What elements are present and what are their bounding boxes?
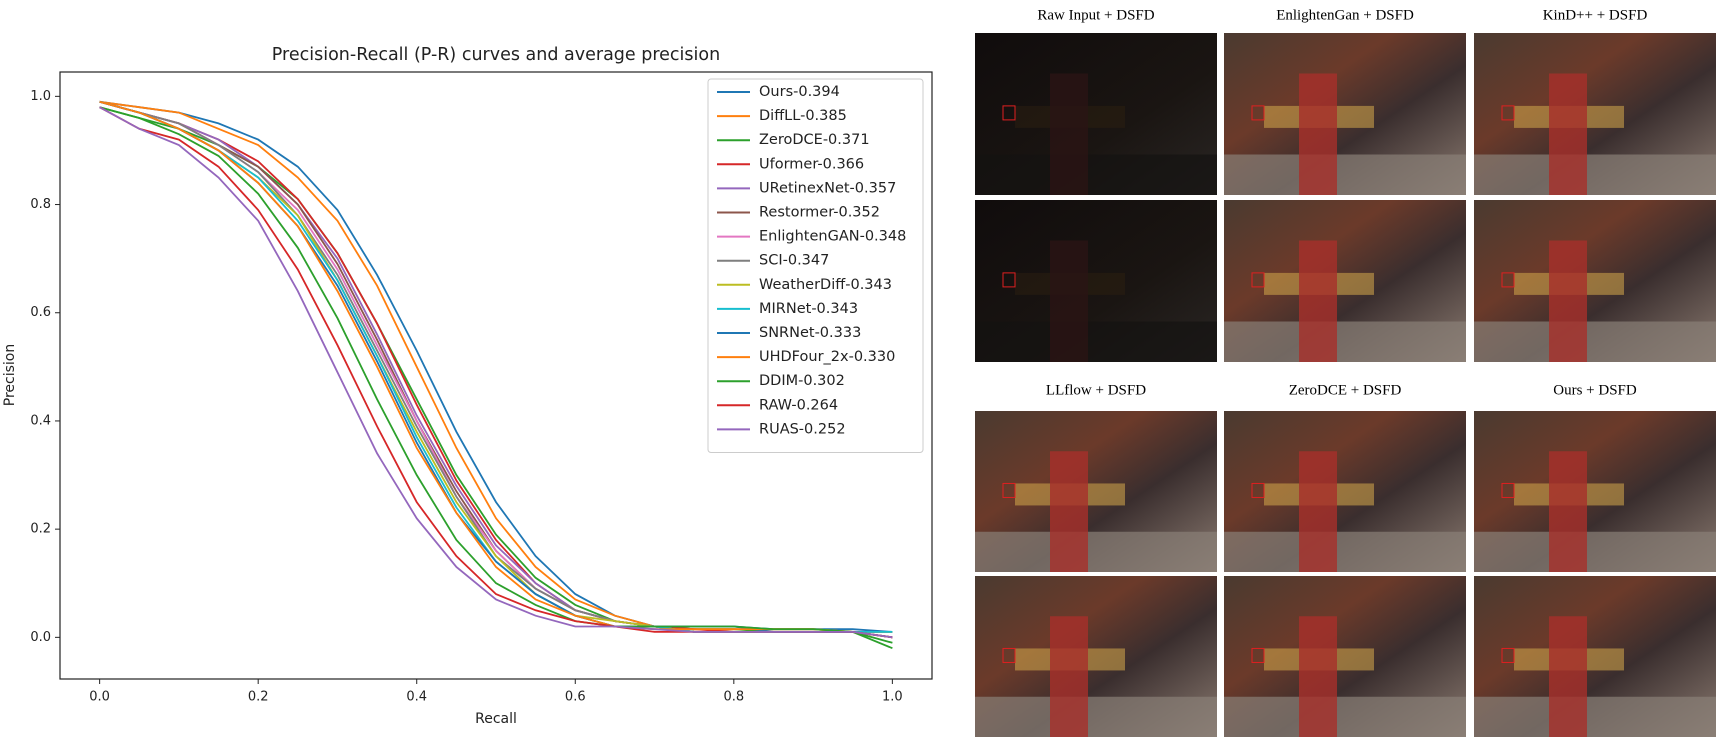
detection-box [1251,482,1265,498]
legend-label: DiffLL-0.385 [759,108,847,124]
x-tick-label: 0.0 [89,690,110,705]
x-tick-label: 0.8 [723,690,744,705]
photo-street [1474,154,1716,195]
photo-street [975,154,1217,195]
photo-street [975,531,1217,572]
photo-street [1224,696,1466,737]
legend-label: ZeroDCE-0.371 [759,132,870,148]
photo-street [1474,321,1716,362]
panel-title: EnlightenGan + DSFD [1276,7,1414,23]
legend-label: RAW-0.264 [759,397,838,413]
photo-street [1474,531,1716,572]
y-tick-label: 0.6 [30,305,51,320]
detection-box [1251,647,1265,663]
y-axis-label: Precision [2,344,18,406]
detection-box [1501,272,1515,288]
legend-label: SCI-0.347 [759,253,829,269]
legend-label: MIRNet-0.343 [759,301,858,317]
x-tick-label: 0.2 [248,690,269,705]
legend-label: EnlightenGAN-0.348 [759,229,906,245]
detection-box [1002,482,1016,498]
detection-box [1501,647,1515,663]
plot-frame [59,71,933,680]
photo-figure [1299,616,1337,737]
detection-box [1501,482,1515,498]
photo-figure [1549,240,1587,362]
x-axis-label: Recall [475,711,517,727]
photo-figure [1050,73,1088,195]
photo-figure [1549,73,1587,195]
photo-figure [1299,451,1337,572]
panel-title: LLflow + DSFD [1046,382,1146,398]
legend-box [707,78,924,453]
panel-title: ZeroDCE + DSFD [1289,382,1402,398]
detection-box [1002,105,1016,121]
photo-figure [1299,73,1337,195]
y-tick-label: 0.4 [30,413,51,428]
panel-title: KinD++ + DSFD [1543,7,1648,23]
legend-label: DDIM-0.302 [759,373,845,389]
detection-box [1251,272,1265,288]
x-tick-label: 1.0 [882,690,903,705]
detection-box [1002,272,1016,288]
legend-label: UHDFour_2x-0.330 [759,349,895,365]
y-tick-label: 1.0 [30,89,51,104]
legend-label: URetinexNet-0.357 [759,180,896,196]
detection-box [1501,105,1515,121]
photo-street [1474,696,1716,737]
photo-street [975,321,1217,362]
series-line [99,106,893,639]
photo-figure [1050,616,1088,737]
photo-street [975,696,1217,737]
photo-figure [1549,616,1587,737]
y-tick-label: 0.2 [30,522,51,537]
legend-label: Ours-0.394 [759,84,840,100]
legend-label: Restormer-0.352 [759,205,880,221]
x-tick-label: 0.6 [565,690,586,705]
photo-figure [1050,240,1088,362]
photo-figure [1050,451,1088,572]
photo-figure [1299,240,1337,362]
panel-title: Raw Input + DSFD [1037,7,1154,23]
y-tick-label: 0.8 [30,197,51,212]
photo-street [1224,321,1466,362]
detection-box [1251,105,1265,121]
photo-street [1224,154,1466,195]
legend-label: SNRNet-0.333 [759,325,861,341]
legend-label: WeatherDiff-0.343 [759,277,892,293]
chart-title: Precision-Recall (P-R) curves and averag… [272,45,720,65]
panel-title: Ours + DSFD [1553,382,1637,398]
legend-label: Uformer-0.366 [759,156,864,172]
photo-figure [1549,451,1587,572]
legend-label: RUAS-0.252 [759,421,846,437]
photo-street [1224,531,1466,572]
detection-box [1002,647,1016,663]
x-tick-label: 0.4 [406,690,427,705]
y-tick-label: 0.0 [30,630,51,645]
series-line [99,106,893,644]
